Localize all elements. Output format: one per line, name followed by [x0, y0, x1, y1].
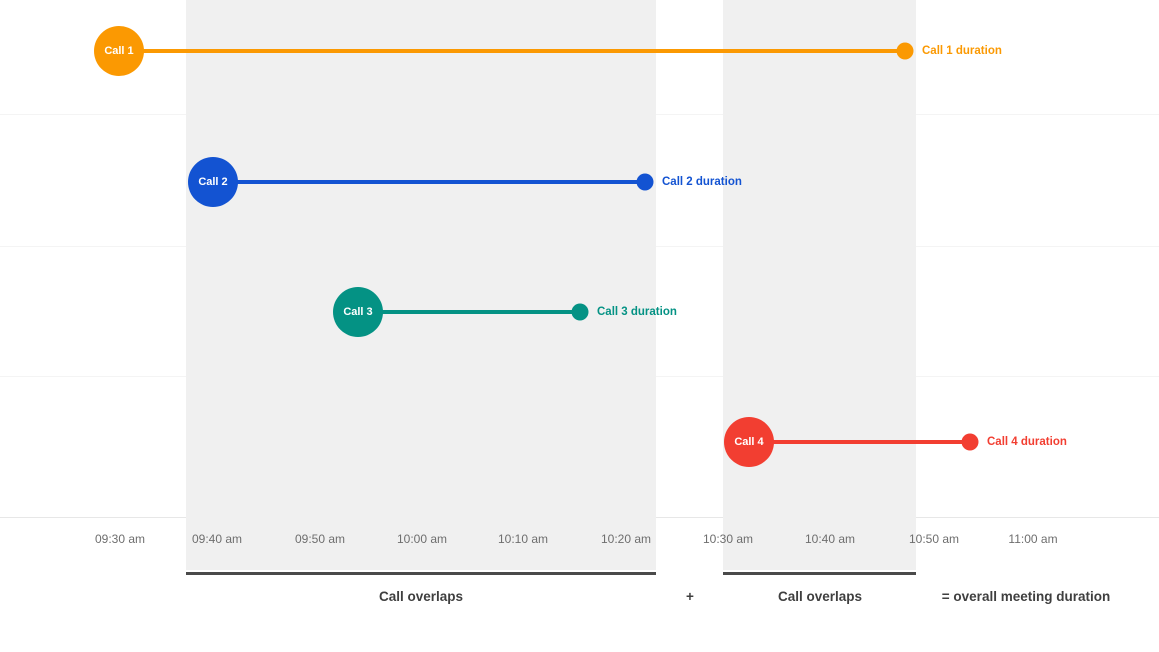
- call-3-end-dot: [571, 303, 589, 321]
- x-tick-label: 10:20 am: [600, 532, 652, 546]
- call-3-line: [358, 310, 580, 314]
- overlaps-label-2: Call overlaps: [777, 589, 863, 604]
- call-4-duration-label: Call 4 duration: [987, 436, 1067, 448]
- x-tick-label: 10:00 am: [396, 532, 448, 546]
- x-tick-label: 11:00 am: [1008, 532, 1058, 546]
- overlap-underline-2: [723, 572, 916, 575]
- x-tick-label: 10:30 am: [702, 532, 754, 546]
- x-tick-label: 10:50 am: [908, 532, 960, 546]
- x-tick-label: 10:10 am: [497, 532, 549, 546]
- x-tick-label: 10:40 am: [804, 532, 856, 546]
- x-tick-label: 09:50 am: [294, 532, 346, 546]
- call-1-line: [119, 49, 905, 53]
- overlap-band-2: [723, 0, 916, 570]
- overlap-band-1: [186, 0, 656, 570]
- call-4-bubble: Call 4: [724, 417, 774, 467]
- call-2-line: [213, 180, 645, 184]
- call-2-end-dot: [636, 173, 654, 191]
- x-tick-label: 09:30 am: [94, 532, 146, 546]
- overlaps-label-1: Call overlaps: [378, 589, 464, 604]
- overlap-underline-1: [186, 572, 656, 575]
- equals-overall-label: = overall meeting duration: [941, 589, 1111, 604]
- call-3-duration-label: Call 3 duration: [597, 306, 677, 318]
- call-1-bubble: Call 1: [94, 26, 144, 76]
- call-2-bubble: Call 2: [188, 157, 238, 207]
- call-4-end-dot: [961, 433, 979, 451]
- call-1-end-dot: [896, 42, 914, 60]
- plus-sign: +: [686, 589, 694, 604]
- call-2-duration-label: Call 2 duration: [662, 176, 742, 188]
- call-1-duration-label: Call 1 duration: [922, 45, 1002, 57]
- call-4-line: [749, 440, 970, 444]
- x-tick-label: 09:40 am: [191, 532, 243, 546]
- call-3-bubble: Call 3: [333, 287, 383, 337]
